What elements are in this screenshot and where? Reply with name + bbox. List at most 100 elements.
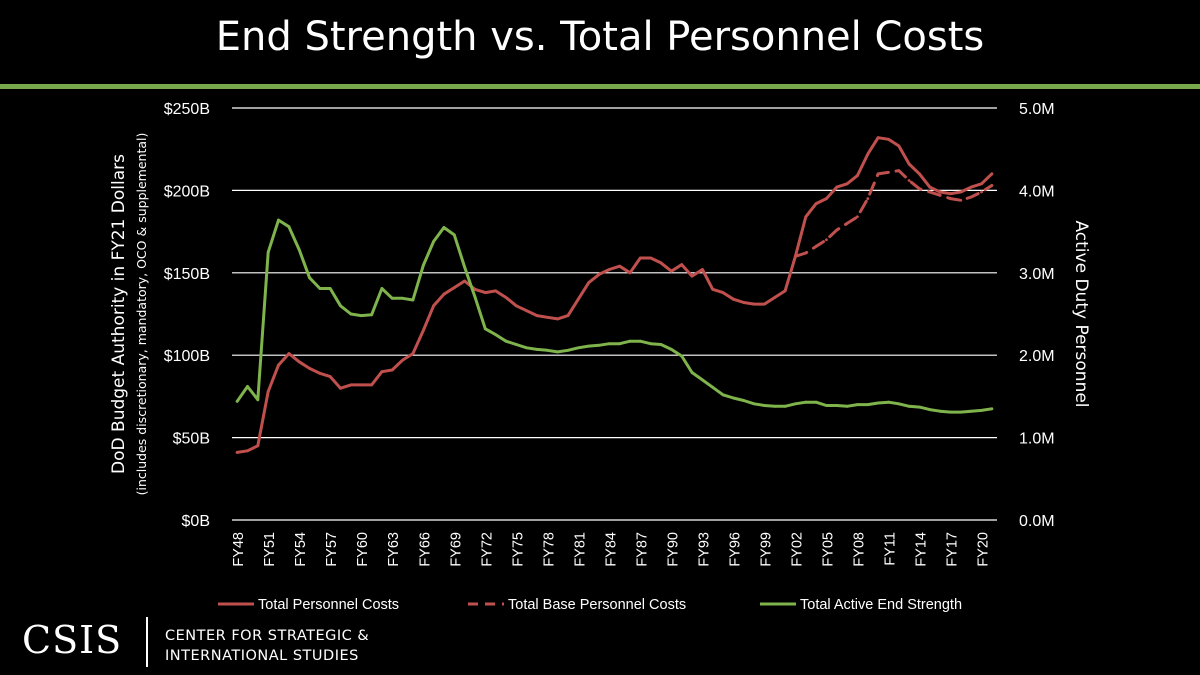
data-point-total-active-end-strength <box>432 240 435 243</box>
data-point-total-personnel-costs <box>328 375 332 378</box>
x-tick-label: FY66 <box>417 532 433 567</box>
data-point-total-personnel-costs <box>390 368 394 372</box>
series-lines <box>235 136 994 454</box>
legend-item-total-active-end-strength: Total Active End Strength <box>760 597 962 613</box>
data-point-total-personnel-costs <box>628 271 632 275</box>
data-point-total-active-end-strength <box>359 314 363 317</box>
data-point-total-active-end-strength <box>980 409 983 412</box>
data-point-total-active-end-strength <box>597 343 601 347</box>
y-axis-sublabel: (includes discretionary, mandatory, OCO … <box>134 133 149 496</box>
series-total-personnel-costs <box>235 136 994 454</box>
y2-tick-label: 4.0M <box>1019 183 1055 200</box>
data-point-total-active-end-strength <box>370 313 373 317</box>
data-point-total-active-end-strength <box>514 343 518 346</box>
data-point-total-active-end-strength <box>866 403 870 406</box>
data-point-total-personnel-costs <box>359 383 363 387</box>
data-point-total-active-end-strength <box>856 403 859 406</box>
data-point-total-base-personnel-costs <box>907 179 911 182</box>
data-point-total-personnel-costs <box>876 136 880 140</box>
data-point-total-personnel-costs <box>887 137 890 141</box>
data-point-total-personnel-costs <box>659 261 663 265</box>
data-point-total-personnel-costs <box>721 291 725 294</box>
data-point-total-active-end-strength <box>638 339 642 343</box>
data-point-total-base-personnel-costs <box>918 187 921 191</box>
data-point-total-active-end-strength <box>308 276 311 280</box>
data-point-total-personnel-costs <box>566 314 570 317</box>
legend: Total Personnel Costs Total Base Personne… <box>218 597 962 613</box>
x-tick-label: FY14 <box>913 532 929 567</box>
data-point-total-personnel-costs <box>763 302 766 306</box>
data-point-total-base-personnel-costs <box>990 184 994 187</box>
data-point-total-personnel-costs <box>525 309 528 313</box>
title-underline-bar <box>0 84 1200 89</box>
data-point-total-active-end-strength <box>318 287 322 290</box>
y-axis-label: DoD Budget Authority in FY21 Dollars <box>109 154 129 474</box>
data-point-total-active-end-strength <box>545 348 549 352</box>
data-point-total-base-personnel-costs <box>876 172 880 176</box>
y-tick-label: $100B <box>164 348 210 365</box>
data-point-total-active-end-strength <box>566 348 570 352</box>
x-tick-label: FY54 <box>293 532 309 567</box>
data-point-total-active-end-strength <box>721 393 725 397</box>
data-point-total-active-end-strength <box>680 354 684 358</box>
data-point-total-personnel-costs <box>918 172 921 176</box>
data-point-total-active-end-strength <box>452 233 456 237</box>
data-point-total-active-end-strength <box>277 218 280 222</box>
data-point-total-base-personnel-costs <box>866 197 870 201</box>
x-tick-label: FY93 <box>696 532 712 567</box>
data-point-total-personnel-costs <box>701 268 704 271</box>
data-point-total-personnel-costs <box>545 315 549 319</box>
data-point-total-active-end-strength <box>607 342 611 346</box>
data-point-total-personnel-costs <box>804 215 808 219</box>
data-point-total-personnel-costs <box>690 274 694 278</box>
data-point-total-active-end-strength <box>794 402 797 406</box>
data-point-total-active-end-strength <box>576 346 580 350</box>
data-point-total-personnel-costs <box>483 291 487 294</box>
x-tick-label: FY81 <box>572 532 588 567</box>
data-point-total-active-end-strength <box>556 350 559 354</box>
x-tick-label: FY90 <box>665 532 681 567</box>
series-line-total-personnel-costs <box>235 136 994 454</box>
data-point-total-personnel-costs <box>401 358 404 362</box>
data-point-total-active-end-strength <box>442 226 446 229</box>
data-point-total-active-end-strength <box>887 400 890 404</box>
series-total-active-end-strength <box>235 218 994 414</box>
data-point-total-personnel-costs <box>856 174 859 178</box>
series-total-base-personnel-costs <box>793 169 994 258</box>
data-point-total-personnel-costs <box>835 185 839 189</box>
data-point-total-active-end-strength <box>401 296 404 300</box>
legend-label: Total Base Personnel Costs <box>508 597 686 613</box>
data-point-total-base-personnel-costs <box>825 238 828 242</box>
data-point-total-personnel-costs <box>463 279 466 283</box>
x-tick-label: FY75 <box>510 532 526 567</box>
y-axis-tick-labels: $0B $50B $100B $150B $200B $250B <box>164 101 210 530</box>
data-point-total-personnel-costs <box>845 182 849 186</box>
data-point-total-active-end-strength <box>907 404 911 408</box>
data-point-total-personnel-costs <box>452 286 456 289</box>
data-point-total-base-personnel-costs <box>897 169 901 173</box>
data-point-total-base-personnel-costs <box>938 193 942 197</box>
y2-axis-label: Active Duty Personnel <box>1071 220 1091 407</box>
x-tick-label: FY11 <box>882 532 898 566</box>
data-point-total-personnel-costs <box>535 314 539 317</box>
data-point-total-active-end-strength <box>504 339 508 343</box>
data-point-total-active-end-strength <box>938 409 942 413</box>
data-point-total-base-personnel-costs <box>980 190 983 194</box>
y-tick-label: $50B <box>173 431 210 448</box>
x-tick-label: FY17 <box>944 532 960 567</box>
x-axis-tick-labels: FY48 FY51 FY54 FY57 FY60 FY63 FY66 FY69 FY72 FY75… <box>231 532 991 567</box>
legend-label: Total Active End Strength <box>800 597 962 613</box>
x-tick-label: FY02 <box>789 532 805 567</box>
data-point-total-active-end-strength <box>483 327 487 331</box>
data-point-total-personnel-costs <box>246 449 249 453</box>
org-name: CENTER FOR STRATEGIC & INTERNATIONAL STU… <box>165 626 369 666</box>
data-point-total-personnel-costs <box>256 444 260 448</box>
data-point-total-base-personnel-costs <box>959 198 963 202</box>
data-point-total-active-end-strength <box>670 348 673 351</box>
data-point-total-active-end-strength <box>763 404 766 407</box>
data-point-total-base-personnel-costs <box>835 228 839 232</box>
data-point-total-personnel-costs <box>308 367 311 370</box>
data-point-total-personnel-costs <box>442 292 446 296</box>
data-point-total-active-end-strength <box>297 248 301 252</box>
